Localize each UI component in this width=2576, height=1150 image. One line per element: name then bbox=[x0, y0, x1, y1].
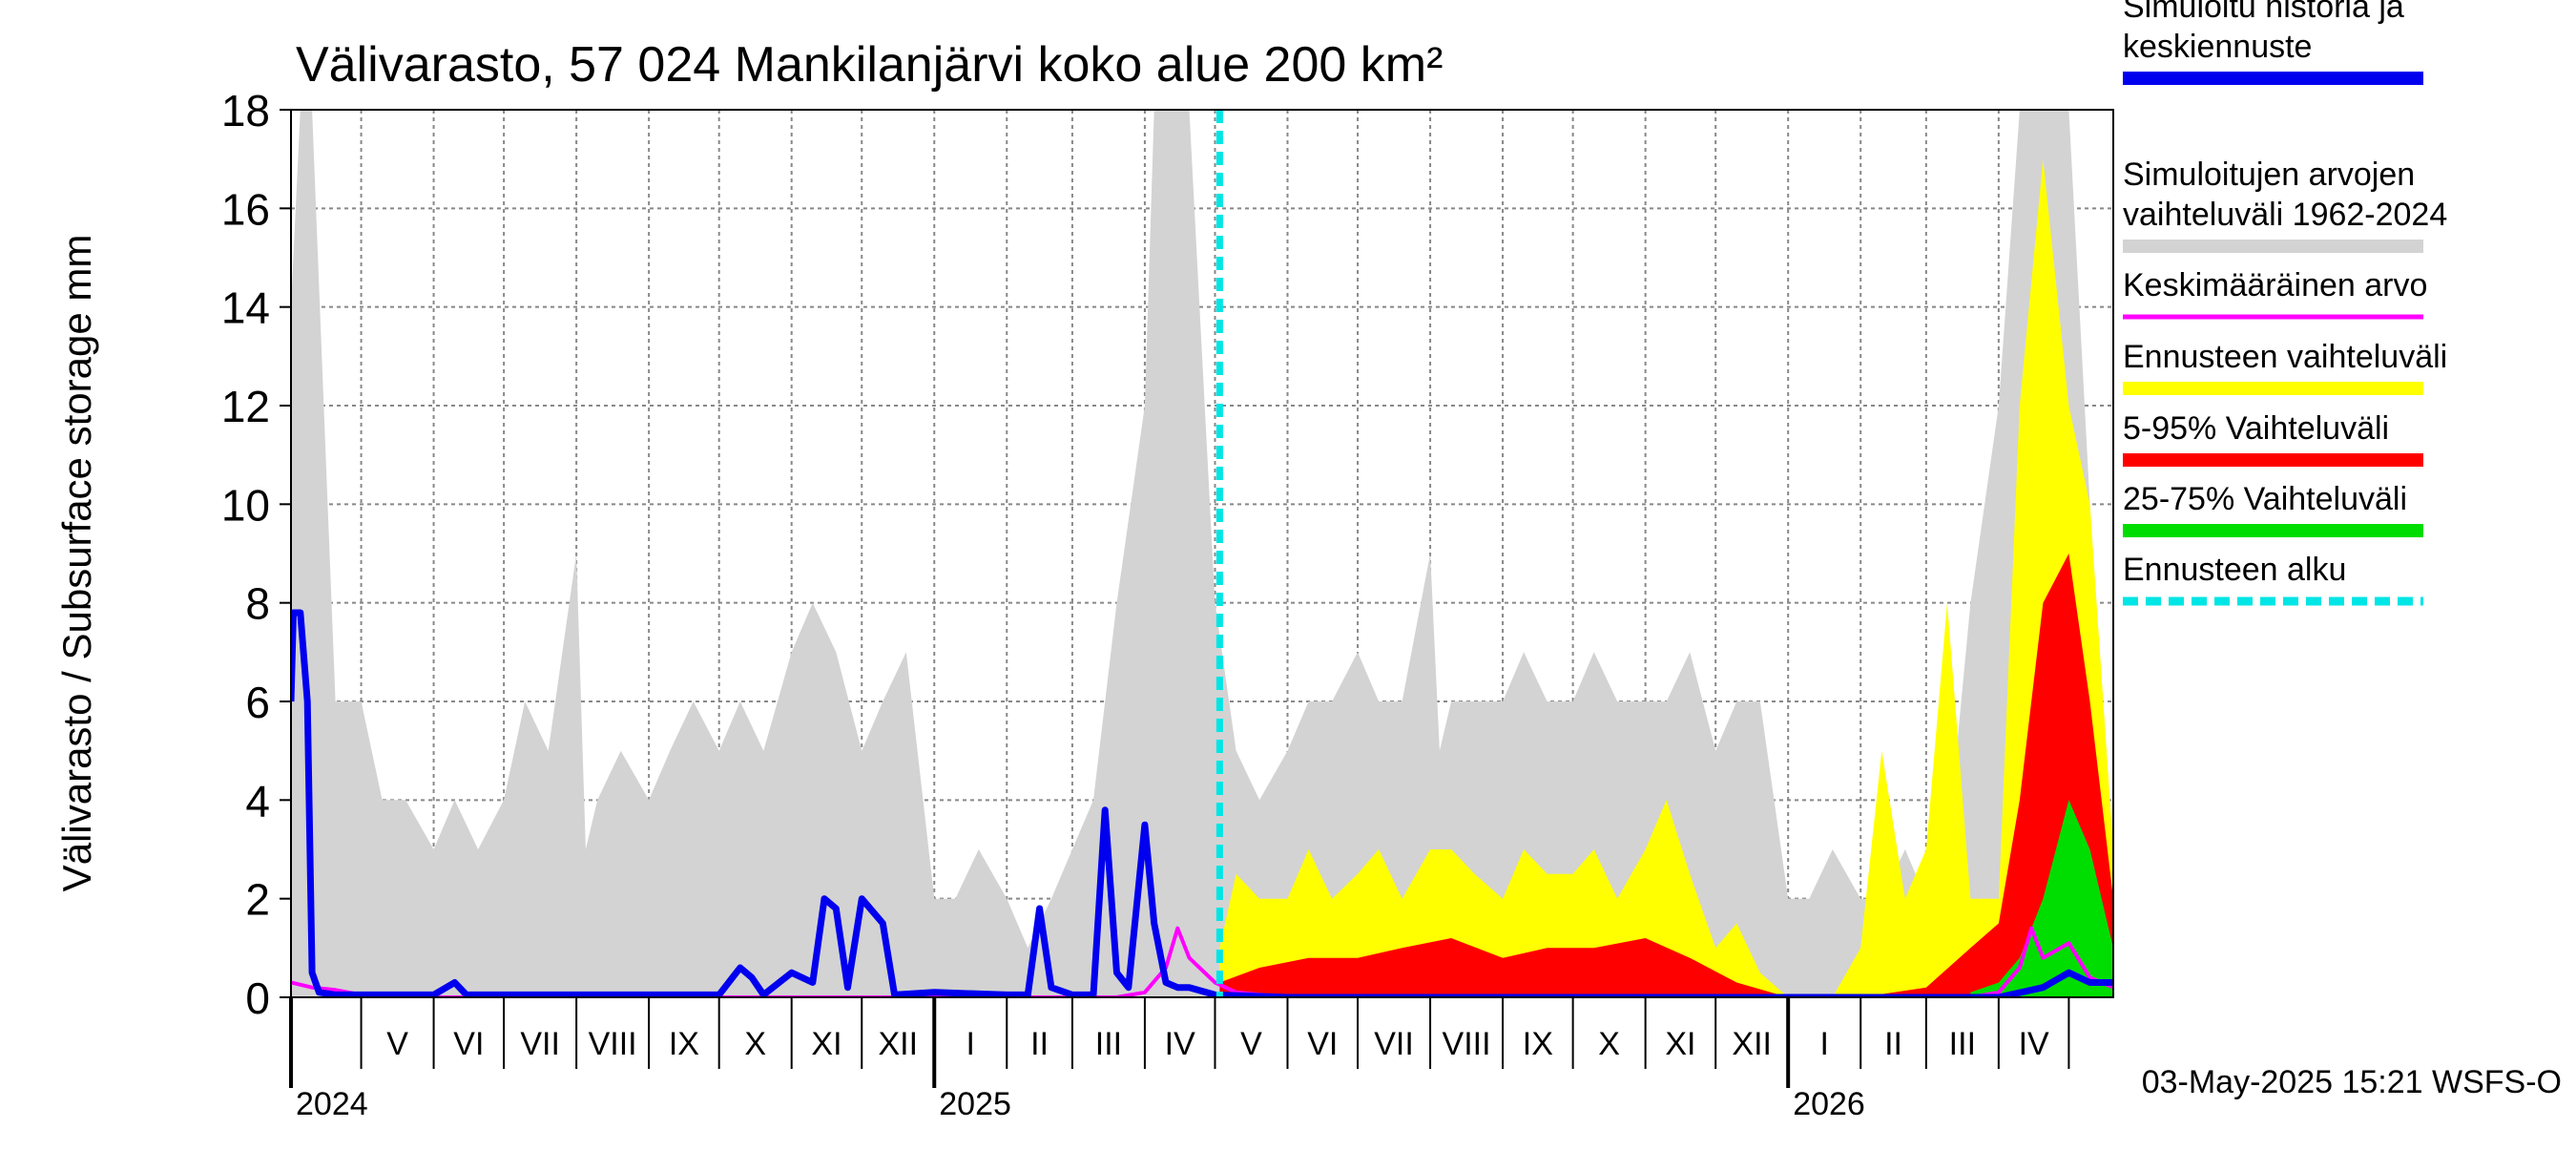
month-label: XII bbox=[1732, 1026, 1772, 1062]
y-tick-label: 18 bbox=[221, 86, 270, 136]
legend-item: Ennusteen alku bbox=[2123, 552, 2423, 606]
year-label: 2024 bbox=[296, 1086, 368, 1122]
y-tick-label: 14 bbox=[221, 283, 270, 333]
month-label: X bbox=[744, 1026, 766, 1062]
month-label: VI bbox=[1307, 1026, 1338, 1062]
chart-title: Välivarasto, 57 024 Mankilanjärvi koko a… bbox=[296, 37, 1443, 93]
legend-label: Simuloitu historia ja keskiennuste bbox=[2123, 0, 2404, 65]
month-label: II bbox=[1884, 1026, 1902, 1062]
month-label: IV bbox=[1165, 1026, 1195, 1062]
legend-label: Keskimääräinen arvo bbox=[2123, 267, 2427, 303]
legend-item: Keskimääräinen arvo bbox=[2123, 267, 2427, 320]
y-tick-label: 6 bbox=[245, 678, 270, 727]
month-label: III bbox=[1095, 1026, 1122, 1062]
y-axis-ticks: 0 2 4 6 8 10 12 14 16 18 bbox=[221, 86, 291, 1023]
band-25-75-vaihteluv-li bbox=[1970, 800, 2113, 997]
month-label: XI bbox=[1665, 1026, 1695, 1062]
timestamp-footer: 03-May-2025 15:21 WSFS-O bbox=[2142, 1064, 2562, 1100]
y-tick-label: 8 bbox=[245, 579, 270, 629]
y-tick-label: 10 bbox=[221, 480, 270, 530]
band-simuloitujen-arvojen-vaihteluv-li-1962-2024 bbox=[291, 110, 2113, 997]
x-axis: V VI VII VIII IX X XI XII I II III IV V VI VII VIII IX X X… bbox=[289, 997, 2070, 1122]
month-label: VII bbox=[520, 1026, 560, 1062]
legend-label: Ennusteen vaihteluväli bbox=[2123, 339, 2447, 375]
month-label: IX bbox=[1523, 1026, 1553, 1062]
series-lines bbox=[291, 110, 2113, 997]
legend-item: 25-75% Vaihteluväli bbox=[2123, 481, 2423, 537]
month-label: I bbox=[966, 1026, 975, 1062]
y-tick-label: 16 bbox=[221, 184, 270, 234]
month-label: XI bbox=[811, 1026, 841, 1062]
month-label: VII bbox=[1374, 1026, 1414, 1062]
legend-label: 5-95% Vaihteluväli bbox=[2123, 410, 2389, 447]
month-label: IV bbox=[2019, 1026, 2049, 1062]
month-label: X bbox=[1598, 1026, 1620, 1062]
legend-label: Simuloitujen arvojen vaihteluväli 1962-20… bbox=[2123, 157, 2447, 233]
line-keskim-r-inen-arvo bbox=[291, 926, 2113, 997]
legend-item: 5-95% Vaihteluväli bbox=[2123, 410, 2423, 467]
month-label: III bbox=[1949, 1026, 1976, 1062]
month-label: IX bbox=[669, 1026, 699, 1062]
month-label: V bbox=[386, 1026, 408, 1062]
plot-frame bbox=[290, 109, 2114, 998]
legend: Simuloitu historia ja keskiennuste Simuloi… bbox=[2123, 0, 2447, 606]
month-label: V bbox=[1240, 1026, 1262, 1062]
legend-item: Simuloitujen arvojen vaihteluväli 1962-20… bbox=[2123, 157, 2447, 253]
year-label: 2026 bbox=[1793, 1086, 1865, 1122]
year-label: 2025 bbox=[939, 1086, 1011, 1122]
line-simuloitu-historia-ja-keskiennuste bbox=[291, 609, 2113, 997]
y-tick-label: 12 bbox=[221, 382, 270, 431]
month-label: II bbox=[1030, 1026, 1049, 1062]
month-label: VIII bbox=[1443, 1026, 1491, 1062]
y-tick-label: 0 bbox=[245, 973, 270, 1023]
legend-label: 25-75% Vaihteluväli bbox=[2123, 481, 2407, 517]
y-tick-label: 2 bbox=[245, 875, 270, 925]
month-label: XII bbox=[878, 1026, 918, 1062]
legend-item: Simuloitu historia ja keskiennuste bbox=[2123, 0, 2423, 85]
y-axis-label: Välivarasto / Subsurface storage mm bbox=[54, 235, 99, 892]
y-tick-label: 4 bbox=[245, 776, 270, 826]
month-label: VIII bbox=[589, 1026, 637, 1062]
month-label: I bbox=[1819, 1026, 1828, 1062]
month-label: VI bbox=[453, 1026, 484, 1062]
legend-item: Ennusteen vaihteluväli bbox=[2123, 339, 2447, 395]
legend-label: Ennusteen alku bbox=[2123, 552, 2346, 588]
